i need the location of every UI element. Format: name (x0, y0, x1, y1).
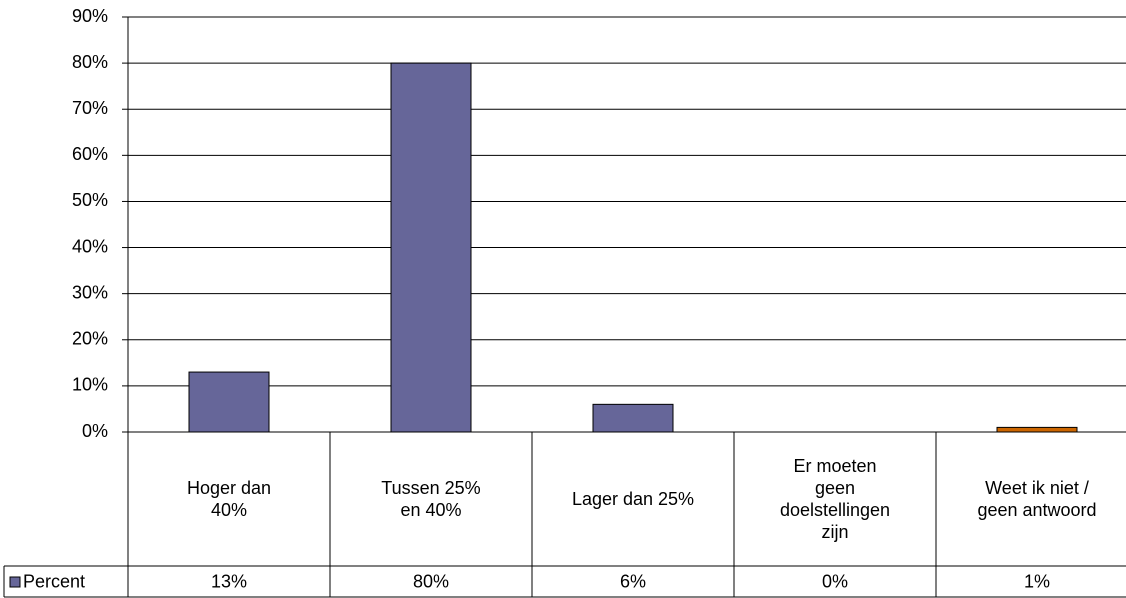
y-tick-label: 0% (82, 421, 108, 441)
category-label: Hoger dan 40% (186, 478, 272, 520)
category-label: Tussen 25% en 40% (381, 478, 481, 520)
category-label: Weet ik niet / geen antwoord (977, 478, 1097, 520)
data-label: 6% (620, 571, 646, 591)
data-label: 80% (413, 571, 449, 591)
y-tick-label: 80% (72, 52, 108, 72)
y-tick-label: 10% (72, 375, 108, 395)
y-tick-label: 90% (72, 6, 108, 26)
legend-label: Percent (23, 571, 85, 591)
bar (592, 403, 674, 433)
y-tick-label: 40% (72, 236, 108, 256)
category-label: Er moeten geen doelstellingen zijn (779, 456, 891, 542)
y-tick-label: 70% (72, 98, 108, 118)
y-tick-label: 20% (72, 329, 108, 349)
data-label: 1% (1024, 571, 1050, 591)
y-tick-label: 30% (72, 282, 108, 302)
bar (390, 62, 472, 433)
legend-key (9, 576, 21, 588)
category-label: Lager dan 25% (571, 489, 695, 509)
y-tick-label: 60% (72, 144, 108, 164)
bar (188, 371, 270, 433)
data-label: 0% (822, 571, 848, 591)
data-label: 13% (211, 571, 247, 591)
y-tick-label: 50% (72, 190, 108, 210)
